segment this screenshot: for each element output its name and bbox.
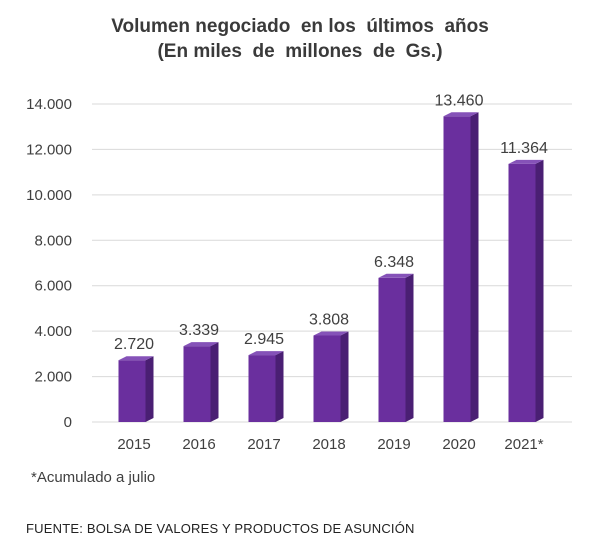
x-tick-label: 2015 bbox=[117, 436, 150, 453]
y-tick-label: 6.000 bbox=[34, 278, 72, 295]
bar bbox=[248, 355, 276, 422]
x-tick-label: 2018 bbox=[312, 436, 345, 453]
footnote: *Acumulado a julio bbox=[31, 469, 156, 486]
y-tick-label: 12.000 bbox=[26, 141, 72, 158]
chart-title: Volumen negociado en los últimos años (E… bbox=[0, 14, 600, 64]
x-tick-label: 2020 bbox=[442, 436, 475, 453]
bar-side bbox=[405, 273, 414, 422]
data-label: 3.808 bbox=[309, 312, 349, 329]
data-label: 2.720 bbox=[114, 336, 154, 353]
bar bbox=[183, 346, 211, 422]
data-label: 3.339 bbox=[179, 322, 219, 339]
bar-top bbox=[443, 112, 479, 117]
bar bbox=[118, 360, 146, 422]
source-note: FUENTE: BOLSA DE VALORES Y PRODUCTOS DE … bbox=[26, 521, 415, 536]
bar bbox=[508, 163, 536, 422]
data-label: 11.364 bbox=[500, 140, 548, 157]
bar-side bbox=[145, 356, 154, 422]
bar-side bbox=[275, 351, 284, 422]
data-label: 13.460 bbox=[435, 92, 484, 109]
bar bbox=[313, 335, 341, 422]
y-tick-label: 2.000 bbox=[34, 369, 72, 386]
bar-top bbox=[313, 331, 349, 336]
chart-subtitle: (En miles de millones de Gs.) bbox=[157, 41, 443, 62]
y-tick-label: 8.000 bbox=[34, 232, 72, 249]
y-tick-label: 10.000 bbox=[26, 187, 72, 204]
bar-side bbox=[340, 331, 349, 422]
bar-side bbox=[210, 342, 219, 422]
y-tick-label: 4.000 bbox=[34, 323, 72, 340]
data-label: 6.348 bbox=[374, 254, 414, 271]
x-tick-label: 2017 bbox=[247, 436, 280, 453]
bar-top bbox=[378, 273, 414, 278]
x-tick-label: 2016 bbox=[182, 436, 215, 453]
bar-top bbox=[118, 356, 154, 361]
bar bbox=[378, 277, 406, 422]
chart-title-line: Volumen negociado en los últimos años bbox=[111, 16, 489, 37]
y-tick-label: 14.000 bbox=[26, 96, 72, 113]
x-tick-label: 2019 bbox=[377, 436, 410, 453]
x-tick-label: 2021* bbox=[504, 436, 543, 453]
y-tick-label: 0 bbox=[64, 414, 72, 431]
bar-top bbox=[508, 159, 544, 164]
bar-side bbox=[470, 112, 479, 422]
data-label: 2.945 bbox=[244, 331, 284, 348]
bar bbox=[443, 116, 471, 422]
bar-side bbox=[535, 159, 544, 422]
bar-top bbox=[248, 351, 284, 356]
bar-top bbox=[183, 342, 219, 347]
